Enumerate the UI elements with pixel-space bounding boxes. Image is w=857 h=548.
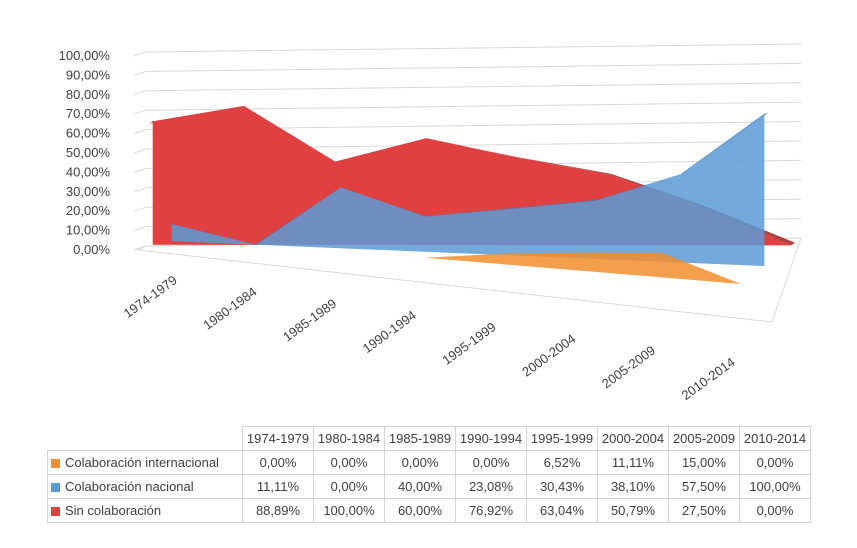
y-tick-label: 100,00% (59, 48, 111, 63)
table-cell: 100,00% (313, 498, 385, 523)
table-corner (47, 426, 243, 451)
table-header-cell: 2000-2004 (597, 426, 669, 451)
legend-key-sin (51, 507, 60, 517)
gridline-side (133, 109, 147, 115)
gridline-side (133, 51, 147, 57)
table-cell: 100,00% (739, 474, 811, 499)
table-row: Colaboración internacional 0,00% 0,00% 0… (47, 450, 811, 475)
y-tick-label: 40,00% (66, 164, 111, 179)
table-header-cell: 1974-1979 (242, 426, 314, 451)
gridline (145, 62, 802, 72)
table-cell: 60,00% (384, 498, 456, 523)
y-tick-label: 10,00% (66, 223, 111, 238)
gridline-side (133, 129, 147, 135)
series-label-cell: Colaboración nacional (47, 474, 243, 499)
series-label-cell: Colaboración internacional (47, 450, 243, 475)
series-area (188, 238, 741, 284)
y-tick-label: 80,00% (66, 87, 111, 102)
table-cell: 0,00% (313, 450, 385, 475)
series-label-cell: Sin colaboración (47, 498, 243, 523)
table-cell: 11,11% (597, 450, 669, 475)
table-header-cell: 1990-1994 (455, 426, 527, 451)
table-header-cell: 2005-2009 (668, 426, 740, 451)
table-cell: 0,00% (455, 450, 527, 475)
table-row: Sin colaboración 88,89% 100,00% 60,00% 7… (47, 498, 811, 523)
table-cell: 0,00% (242, 450, 314, 475)
gridline-side (133, 148, 147, 154)
table-cell: 30,43% (526, 474, 598, 499)
legend-key-nacional (51, 483, 60, 493)
gridline-side (133, 70, 147, 76)
chart-3d-area: 0,00% 10,00% 20,00% 30,00% 40,00% 50,00% 60,00… (59, 43, 802, 403)
table-header-cell: 1985-1989 (384, 426, 456, 451)
gridline-side (133, 206, 147, 212)
y-tick-label: 70,00% (66, 106, 111, 121)
legend-key-internacional (51, 459, 60, 469)
table-cell: 50,79% (597, 498, 669, 523)
gridline (145, 101, 802, 111)
table-cell: 88,89% (242, 498, 314, 523)
x-tick-label: 2005-2009 (599, 343, 658, 392)
table-cell: 27,50% (668, 498, 740, 523)
gridline (145, 82, 802, 92)
table-cell: 57,50% (668, 474, 740, 499)
gridline-side (133, 167, 147, 173)
table-cell: 11,11% (242, 474, 314, 499)
y-tick-label: 60,00% (66, 126, 111, 141)
y-tick-label: 0,00% (73, 242, 110, 257)
x-tick-label: 2000-2004 (519, 331, 578, 380)
table-cell: 0,00% (313, 474, 385, 499)
x-tick-label: 2010-2014 (679, 354, 738, 403)
x-tick-label: 1974-1979 (121, 272, 180, 321)
table-cell: 40,00% (384, 474, 456, 499)
table-header-cell: 1980-1984 (313, 426, 385, 451)
table-header-row: 1974-1979 1980-1984 1985-1989 1990-1994 … (47, 426, 811, 451)
x-tick-label: 1995-1999 (440, 319, 499, 368)
table-cell: 0,00% (739, 450, 811, 475)
table-header-cell: 2010-2014 (739, 426, 811, 451)
series-name: Sin colaboración (65, 503, 162, 518)
y-tick-label: 50,00% (66, 145, 111, 160)
y-tick-label: 90,00% (66, 67, 111, 82)
gridline-side (133, 187, 147, 193)
gridline (145, 43, 802, 53)
table-cell: 6,52% (526, 450, 598, 475)
x-tick-label: 1990-1994 (360, 307, 419, 356)
gridline-side (133, 226, 147, 232)
x-tick-label: 1985-1989 (280, 296, 339, 345)
table-row: Colaboración nacional 11,11% 0,00% 40,00… (47, 474, 811, 499)
series-name: Colaboración internacional (65, 455, 219, 470)
y-tick-label: 30,00% (66, 184, 111, 199)
table-cell: 0,00% (739, 498, 811, 523)
y-tick-label: 20,00% (66, 203, 111, 218)
table-cell: 23,08% (455, 474, 527, 499)
gridline-side (133, 90, 147, 96)
table-cell: 76,92% (455, 498, 527, 523)
series-name: Colaboración nacional (65, 479, 194, 494)
data-table: 1974-1979 1980-1984 1985-1989 1990-1994 … (47, 426, 811, 523)
x-tick-label: 1980-1984 (200, 284, 259, 333)
series-area (171, 113, 765, 267)
table-cell: 15,00% (668, 450, 740, 475)
table-cell: 38,10% (597, 474, 669, 499)
table-header-cell: 1995-1999 (526, 426, 598, 451)
table-cell: 63,04% (526, 498, 598, 523)
table-cell: 0,00% (384, 450, 456, 475)
